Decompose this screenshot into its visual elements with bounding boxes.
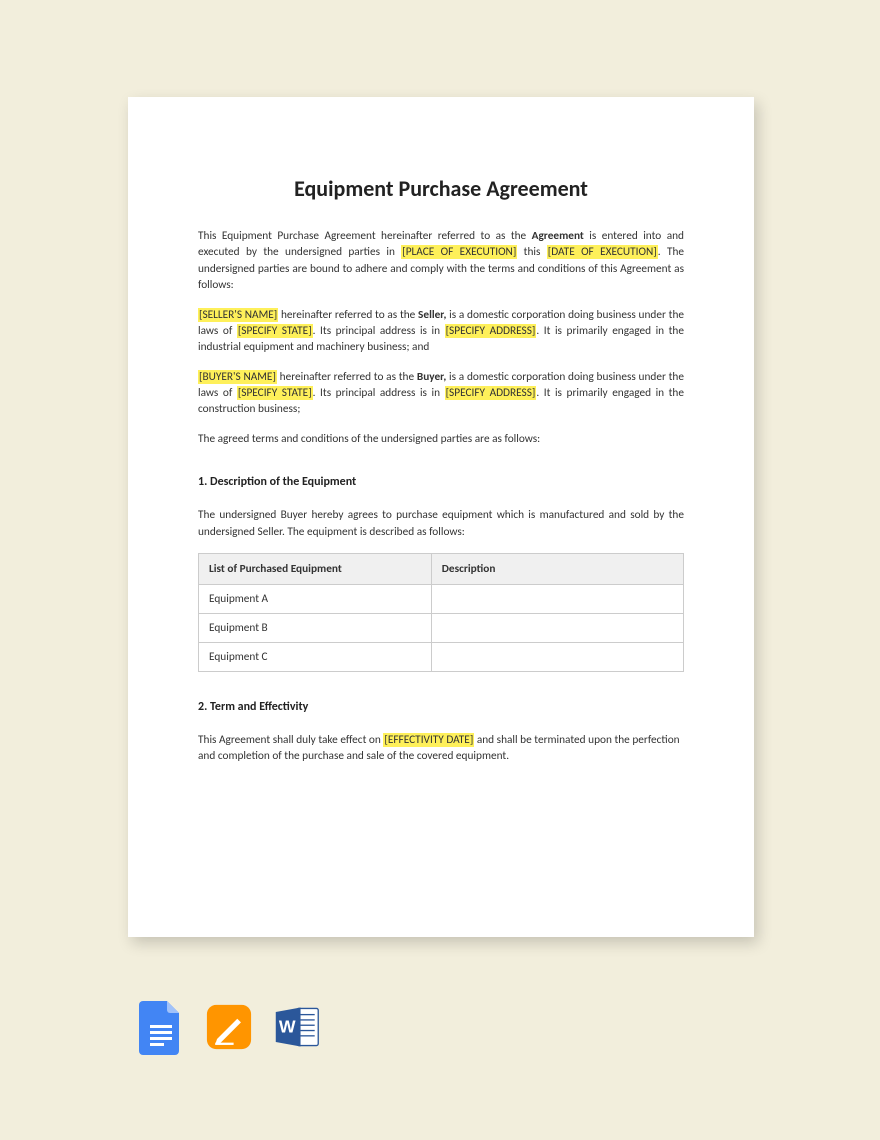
section-2-heading: 2. Term and Effectivity: [198, 700, 684, 714]
text: . Its principal address is in: [313, 324, 445, 338]
text: This Equipment Purchase Agreement herein…: [198, 229, 532, 243]
section-1-heading: 1. Description of the Equipment: [198, 475, 684, 489]
text: hereinafter referred to as the: [277, 370, 417, 384]
google-docs-icon[interactable]: [138, 999, 184, 1055]
document-page: Equipment Purchase Agreement This Equipm…: [128, 97, 754, 937]
intro-paragraph: This Equipment Purchase Agreement herein…: [198, 228, 684, 294]
apple-pages-icon[interactable]: [206, 999, 252, 1055]
seller-name-placeholder: [SELLER'S NAME]: [198, 308, 278, 322]
agreement-term: Agreement: [532, 229, 584, 243]
table-header-equipment: List of Purchased Equipment: [199, 553, 432, 584]
svg-text:W: W: [279, 1016, 296, 1036]
table-row: Equipment B: [199, 613, 684, 642]
table-row: Equipment A: [199, 584, 684, 613]
equipment-cell: Equipment C: [199, 642, 432, 671]
description-cell: [431, 584, 683, 613]
text: hereinafter referred to as the: [278, 308, 418, 322]
date-placeholder: [DATE OF EXECUTION]: [547, 245, 658, 259]
buyer-paragraph: [BUYER'S NAME] hereinafter referred to a…: [198, 369, 684, 418]
seller-address-placeholder: [SPECIFY ADDRESS]: [445, 324, 537, 338]
table-header-row: List of Purchased Equipment Description: [199, 553, 684, 584]
text: . Its principal address is in: [313, 386, 445, 400]
table-header-description: Description: [431, 553, 683, 584]
ms-word-icon[interactable]: W: [274, 999, 320, 1055]
equipment-cell: Equipment A: [199, 584, 432, 613]
buyer-name-placeholder: [BUYER'S NAME]: [198, 370, 277, 384]
text: This Agreement shall duly take effect on: [198, 733, 383, 747]
buyer-address-placeholder: [SPECIFY ADDRESS]: [445, 386, 537, 400]
text: this: [517, 245, 546, 259]
seller-state-placeholder: [SPECIFY STATE]: [237, 324, 313, 338]
seller-paragraph: [SELLER'S NAME] hereinafter referred to …: [198, 307, 684, 356]
effectivity-date-placeholder: [EFFECTIVITY DATE]: [383, 733, 474, 747]
buyer-state-placeholder: [SPECIFY STATE]: [237, 386, 313, 400]
seller-role: Seller,: [418, 308, 446, 322]
equipment-cell: Equipment B: [199, 613, 432, 642]
section-1-body: The undersigned Buyer hereby agrees to p…: [198, 507, 684, 540]
agreed-terms-intro: The agreed terms and conditions of the u…: [198, 431, 684, 447]
place-placeholder: [PLACE OF EXECUTION]: [401, 245, 517, 259]
buyer-role: Buyer,: [417, 370, 446, 384]
format-icons-row: W: [138, 999, 320, 1055]
table-row: Equipment C: [199, 642, 684, 671]
equipment-table: List of Purchased Equipment Description …: [198, 553, 684, 672]
description-cell: [431, 642, 683, 671]
section-2-body: This Agreement shall duly take effect on…: [198, 732, 684, 765]
description-cell: [431, 613, 683, 642]
document-title: Equipment Purchase Agreement: [198, 175, 684, 202]
